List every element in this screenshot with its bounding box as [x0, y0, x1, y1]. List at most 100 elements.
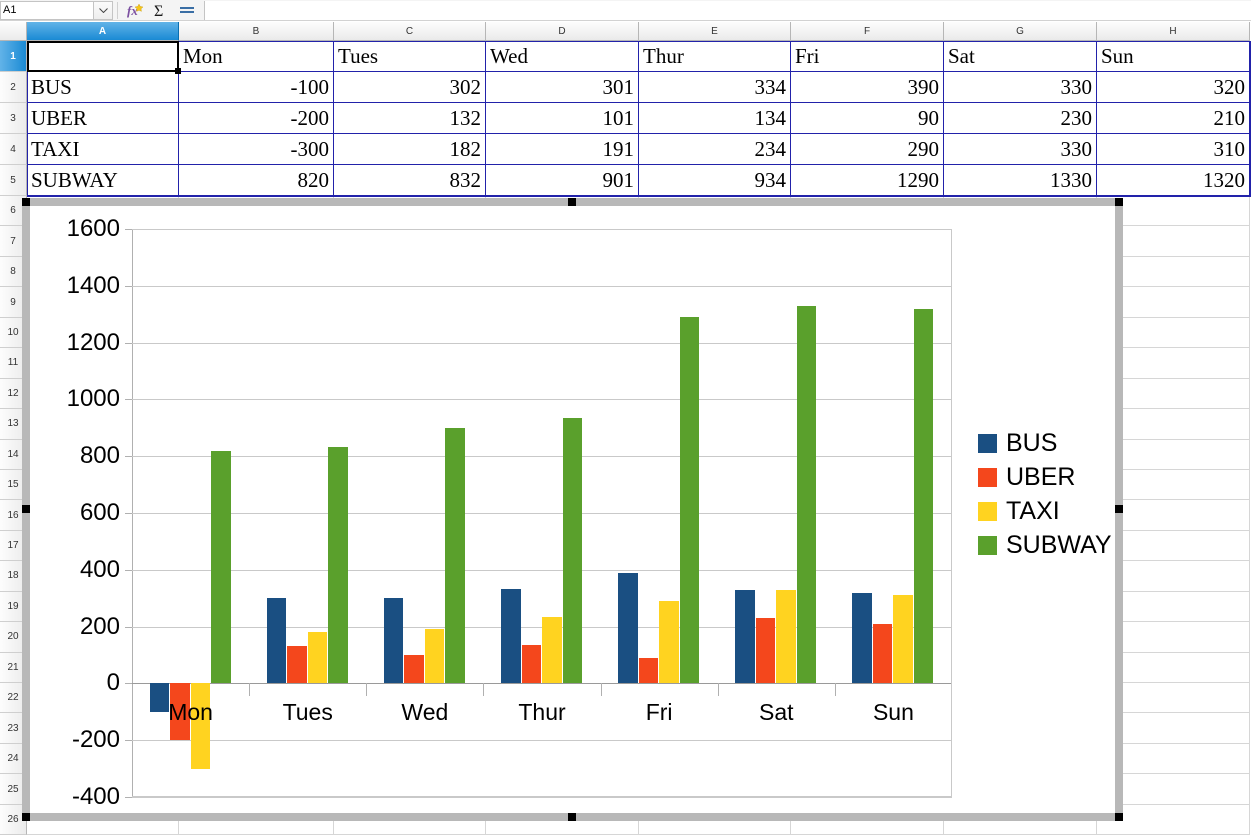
cell[interactable]: Tues [334, 41, 486, 72]
chart-bar[interactable] [404, 654, 424, 684]
cell[interactable]: Sat [944, 41, 1097, 72]
cell[interactable]: 832 [334, 165, 486, 196]
chart-bar[interactable] [562, 418, 582, 684]
cell[interactable] [1097, 348, 1250, 379]
chart-bar[interactable] [149, 683, 170, 712]
column-header-h[interactable]: H [1097, 22, 1250, 41]
resize-handle-top-center[interactable] [568, 198, 576, 206]
cell[interactable] [1097, 774, 1250, 805]
chart-canvas[interactable]: 1600 1400 1200 1000 800 600 400 200 0 -200 -400 Mon… [30, 206, 1115, 813]
chart-bar[interactable] [659, 601, 679, 684]
cell[interactable] [1097, 591, 1250, 623]
active-cell-fill-handle[interactable] [175, 68, 181, 74]
chart-bar[interactable] [542, 616, 562, 684]
cell[interactable]: Thur [639, 41, 791, 72]
chart-plot-area[interactable]: 1600 1400 1200 1000 800 600 400 200 0 -200 -400 Mon… [67, 215, 952, 810]
row-header-3[interactable]: 3 [0, 103, 27, 134]
cell[interactable] [1097, 317, 1250, 349]
chevron-down-icon[interactable] [93, 0, 113, 20]
chart-legend[interactable]: BUS UBER TAXI SUBWAY [978, 430, 1112, 567]
cell[interactable] [1097, 683, 1250, 714]
resize-handle-bottom-center[interactable] [568, 813, 576, 821]
cell[interactable]: 320 [1097, 72, 1250, 103]
chart-bar[interactable] [190, 683, 211, 769]
chart-bar[interactable] [287, 645, 307, 684]
cell[interactable] [1097, 226, 1250, 257]
cell[interactable] [1097, 469, 1250, 501]
cell[interactable] [1097, 378, 1250, 410]
cell[interactable]: 210 [1097, 103, 1250, 134]
chart-bar[interactable] [893, 595, 913, 684]
chart-bar[interactable] [638, 657, 659, 684]
chart-bar[interactable] [755, 618, 776, 684]
cell[interactable] [1097, 652, 1250, 683]
legend-item[interactable]: BUS [978, 430, 1112, 455]
cell[interactable]: 234 [639, 134, 791, 165]
cell[interactable] [1097, 287, 1250, 318]
chart-bar[interactable] [328, 447, 348, 684]
cell[interactable]: -100 [179, 72, 334, 103]
column-header-f[interactable]: F [791, 22, 944, 41]
chart-object[interactable]: 1600 1400 1200 1000 800 600 400 200 0 -200 -400 Mon… [22, 198, 1123, 821]
resize-handle-bottom-left[interactable] [22, 813, 30, 821]
chart-bar[interactable] [501, 588, 521, 684]
function-wizard-icon[interactable]: fx [122, 0, 148, 20]
cell[interactable]: TAXI [27, 134, 179, 165]
cell[interactable]: Mon [179, 41, 334, 72]
cell[interactable]: 334 [639, 72, 791, 103]
chart-bar[interactable] [424, 629, 445, 684]
cell[interactable] [27, 41, 179, 72]
cell[interactable]: 390 [791, 72, 944, 103]
chart-bar[interactable] [307, 631, 328, 684]
cell[interactable]: 301 [486, 72, 639, 103]
resize-handle-middle-right[interactable] [1115, 505, 1123, 513]
chart-bar[interactable] [913, 308, 934, 684]
resize-handle-top-right[interactable] [1115, 198, 1123, 206]
column-header-b[interactable]: B [179, 22, 334, 41]
cell[interactable]: 182 [334, 134, 486, 165]
cell[interactable] [1097, 439, 1250, 470]
cell[interactable]: 820 [179, 165, 334, 196]
cell[interactable]: 134 [639, 103, 791, 134]
chart-bar[interactable] [618, 572, 638, 684]
chart-bar[interactable] [679, 317, 700, 684]
cell[interactable]: UBER [27, 103, 179, 134]
row-header-1[interactable]: 1 [0, 41, 27, 72]
column-header-a[interactable]: A [27, 22, 179, 41]
name-box[interactable]: A1 [0, 0, 93, 20]
resize-handle-middle-left[interactable] [22, 505, 30, 513]
cell[interactable]: 934 [639, 165, 791, 196]
cell[interactable]: 302 [334, 72, 486, 103]
column-header-d[interactable]: D [486, 22, 639, 41]
sum-icon[interactable]: Σ [148, 0, 174, 20]
cell[interactable]: Sun [1097, 41, 1250, 72]
cell[interactable] [1097, 561, 1250, 592]
legend-item[interactable]: TAXI [978, 498, 1112, 523]
cell[interactable]: 1320 [1097, 165, 1250, 196]
cell[interactable]: -200 [179, 103, 334, 134]
cell[interactable] [1097, 530, 1250, 562]
cell[interactable]: 191 [486, 134, 639, 165]
cell[interactable] [1097, 256, 1250, 288]
cell[interactable]: -300 [179, 134, 334, 165]
chart-bar[interactable] [735, 589, 755, 684]
cell[interactable]: 132 [334, 103, 486, 134]
legend-item[interactable]: SUBWAY [978, 532, 1112, 557]
cell[interactable] [1097, 713, 1250, 744]
chart-bar[interactable] [445, 427, 465, 684]
column-header-e[interactable]: E [639, 22, 791, 41]
select-all-corner[interactable] [0, 22, 27, 41]
cell[interactable] [1097, 409, 1250, 440]
chart-bar[interactable] [266, 597, 287, 684]
cell[interactable] [1097, 500, 1250, 531]
chart-bar[interactable] [383, 597, 404, 684]
formula-icon[interactable] [174, 0, 200, 20]
cell[interactable]: 330 [944, 72, 1097, 103]
cell[interactable]: 310 [1097, 134, 1250, 165]
cell[interactable]: BUS [27, 72, 179, 103]
chart-bar[interactable] [872, 623, 893, 684]
cell[interactable]: 230 [944, 103, 1097, 134]
cell[interactable]: 1290 [791, 165, 944, 196]
chart-bar[interactable] [170, 683, 190, 741]
cell[interactable]: 90 [791, 103, 944, 134]
